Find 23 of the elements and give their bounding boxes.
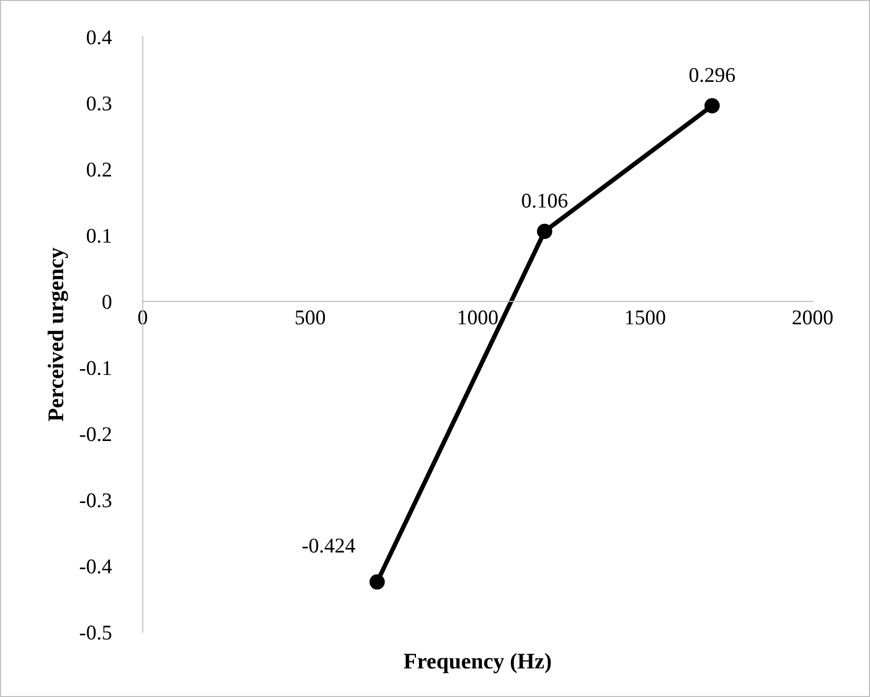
y-tick-label: 0.2 [86,162,111,177]
y-axis-title: Perceived urgency [48,248,68,422]
y-tick-label: -0.4 [80,559,112,574]
y-tick-label: -0.3 [80,493,112,508]
y-tick-label: -0.1 [80,361,111,376]
y-tick-label: 0.4 [86,30,112,44]
x-tick-label: 2000 [792,310,833,324]
x-axis-title: Frequency (Hz) [404,653,551,674]
y-tick-label: 0 [102,294,112,309]
data-label: -0.424 [302,538,356,553]
point [370,574,385,590]
x-tick-label: 1500 [626,310,666,324]
data-label: 0.106 [522,194,568,208]
y-tick-label: 0.3 [86,96,112,111]
point [536,224,552,240]
data-label: 0.296 [689,68,735,82]
x-tick-label: 500 [296,310,325,324]
y-tick-label: 0.1 [86,228,111,243]
y-tick-label: -0.2 [80,427,111,442]
x-tick-label: 1000 [458,310,498,324]
point [704,98,720,114]
y-tick-label: -0.5 [80,626,112,640]
x-tick-label: 0 [138,310,148,324]
